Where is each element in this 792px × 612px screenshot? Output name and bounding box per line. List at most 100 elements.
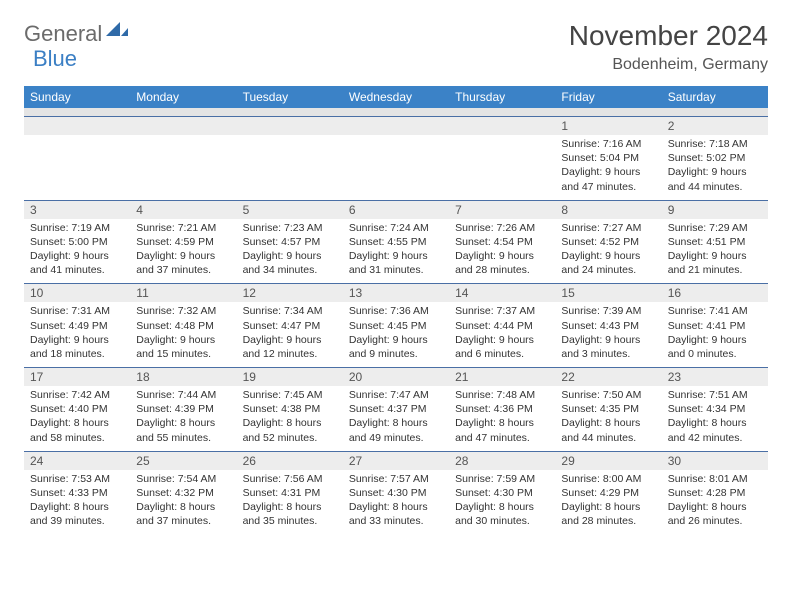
day-info: Sunrise: 7:31 AMSunset: 4:49 PMDaylight:… bbox=[24, 302, 130, 367]
day-number: 9 bbox=[662, 201, 768, 219]
day-cell: . bbox=[343, 117, 449, 201]
day-info: Sunrise: 7:32 AMSunset: 4:48 PMDaylight:… bbox=[130, 302, 236, 367]
day-number: 7 bbox=[449, 201, 555, 219]
day-number: 18 bbox=[130, 368, 236, 386]
week-row: 17Sunrise: 7:42 AMSunset: 4:40 PMDayligh… bbox=[24, 368, 768, 452]
day-cell: 15Sunrise: 7:39 AMSunset: 4:43 PMDayligh… bbox=[555, 284, 661, 368]
day-number: 11 bbox=[130, 284, 236, 302]
day-label: Saturday bbox=[662, 86, 768, 108]
day-number: 16 bbox=[662, 284, 768, 302]
day-number: 22 bbox=[555, 368, 661, 386]
day-cell: 18Sunrise: 7:44 AMSunset: 4:39 PMDayligh… bbox=[130, 368, 236, 452]
day-info: Sunrise: 7:36 AMSunset: 4:45 PMDaylight:… bbox=[343, 302, 449, 367]
day-cell: 22Sunrise: 7:50 AMSunset: 4:35 PMDayligh… bbox=[555, 368, 661, 452]
day-cell: 8Sunrise: 7:27 AMSunset: 4:52 PMDaylight… bbox=[555, 200, 661, 284]
day-number: 8 bbox=[555, 201, 661, 219]
day-cell: 5Sunrise: 7:23 AMSunset: 4:57 PMDaylight… bbox=[237, 200, 343, 284]
logo-sail-icon bbox=[106, 20, 128, 41]
day-number: 5 bbox=[237, 201, 343, 219]
day-info: Sunrise: 7:45 AMSunset: 4:38 PMDaylight:… bbox=[237, 386, 343, 451]
day-info: Sunrise: 7:44 AMSunset: 4:39 PMDaylight:… bbox=[130, 386, 236, 451]
day-info: Sunrise: 7:47 AMSunset: 4:37 PMDaylight:… bbox=[343, 386, 449, 451]
day-cell: 27Sunrise: 7:57 AMSunset: 4:30 PMDayligh… bbox=[343, 451, 449, 534]
day-info: Sunrise: 7:51 AMSunset: 4:34 PMDaylight:… bbox=[662, 386, 768, 451]
week-row: 10Sunrise: 7:31 AMSunset: 4:49 PMDayligh… bbox=[24, 284, 768, 368]
day-info: Sunrise: 7:41 AMSunset: 4:41 PMDaylight:… bbox=[662, 302, 768, 367]
day-number: 1 bbox=[555, 117, 661, 135]
day-cell: 9Sunrise: 7:29 AMSunset: 4:51 PMDaylight… bbox=[662, 200, 768, 284]
day-label: Friday bbox=[555, 86, 661, 108]
day-info: Sunrise: 7:26 AMSunset: 4:54 PMDaylight:… bbox=[449, 219, 555, 284]
day-cell: . bbox=[130, 117, 236, 201]
day-number: 27 bbox=[343, 452, 449, 470]
day-cell: 24Sunrise: 7:53 AMSunset: 4:33 PMDayligh… bbox=[24, 451, 130, 534]
day-number: 23 bbox=[662, 368, 768, 386]
day-info: Sunrise: 7:24 AMSunset: 4:55 PMDaylight:… bbox=[343, 219, 449, 284]
day-cell: 6Sunrise: 7:24 AMSunset: 4:55 PMDaylight… bbox=[343, 200, 449, 284]
day-label: Tuesday bbox=[237, 86, 343, 108]
day-cell: 12Sunrise: 7:34 AMSunset: 4:47 PMDayligh… bbox=[237, 284, 343, 368]
day-cell: 23Sunrise: 7:51 AMSunset: 4:34 PMDayligh… bbox=[662, 368, 768, 452]
day-number: 10 bbox=[24, 284, 130, 302]
spacer-row bbox=[24, 108, 768, 117]
day-label: Wednesday bbox=[343, 86, 449, 108]
day-cell: 4Sunrise: 7:21 AMSunset: 4:59 PMDaylight… bbox=[130, 200, 236, 284]
week-row: 24Sunrise: 7:53 AMSunset: 4:33 PMDayligh… bbox=[24, 451, 768, 534]
page-title: November 2024 bbox=[569, 20, 768, 52]
day-info: Sunrise: 7:48 AMSunset: 4:36 PMDaylight:… bbox=[449, 386, 555, 451]
day-cell: . bbox=[449, 117, 555, 201]
day-cell: 11Sunrise: 7:32 AMSunset: 4:48 PMDayligh… bbox=[130, 284, 236, 368]
day-label: Sunday bbox=[24, 86, 130, 108]
day-cell: 2Sunrise: 7:18 AMSunset: 5:02 PMDaylight… bbox=[662, 117, 768, 201]
day-cell: . bbox=[24, 117, 130, 201]
logo-blue-wrap: Blue bbox=[34, 46, 77, 72]
location: Bodenheim, Germany bbox=[569, 56, 768, 74]
day-cell: 16Sunrise: 7:41 AMSunset: 4:41 PMDayligh… bbox=[662, 284, 768, 368]
day-number: 19 bbox=[237, 368, 343, 386]
day-info: Sunrise: 7:18 AMSunset: 5:02 PMDaylight:… bbox=[662, 135, 768, 200]
day-cell: 19Sunrise: 7:45 AMSunset: 4:38 PMDayligh… bbox=[237, 368, 343, 452]
day-number: 3 bbox=[24, 201, 130, 219]
day-info: Sunrise: 7:53 AMSunset: 4:33 PMDaylight:… bbox=[24, 470, 130, 535]
day-info: Sunrise: 7:37 AMSunset: 4:44 PMDaylight:… bbox=[449, 302, 555, 367]
day-cell: 29Sunrise: 8:00 AMSunset: 4:29 PMDayligh… bbox=[555, 451, 661, 534]
day-info: Sunrise: 7:34 AMSunset: 4:47 PMDaylight:… bbox=[237, 302, 343, 367]
day-cell: 25Sunrise: 7:54 AMSunset: 4:32 PMDayligh… bbox=[130, 451, 236, 534]
day-cell: 26Sunrise: 7:56 AMSunset: 4:31 PMDayligh… bbox=[237, 451, 343, 534]
day-number: 26 bbox=[237, 452, 343, 470]
week-row: 3Sunrise: 7:19 AMSunset: 5:00 PMDaylight… bbox=[24, 200, 768, 284]
day-info: Sunrise: 7:21 AMSunset: 4:59 PMDaylight:… bbox=[130, 219, 236, 284]
day-info: Sunrise: 7:19 AMSunset: 5:00 PMDaylight:… bbox=[24, 219, 130, 284]
day-info: Sunrise: 7:57 AMSunset: 4:30 PMDaylight:… bbox=[343, 470, 449, 535]
day-info: Sunrise: 7:16 AMSunset: 5:04 PMDaylight:… bbox=[555, 135, 661, 200]
day-cell: . bbox=[237, 117, 343, 201]
day-info: Sunrise: 7:50 AMSunset: 4:35 PMDaylight:… bbox=[555, 386, 661, 451]
day-number: 2 bbox=[662, 117, 768, 135]
day-number: 13 bbox=[343, 284, 449, 302]
day-info: Sunrise: 7:27 AMSunset: 4:52 PMDaylight:… bbox=[555, 219, 661, 284]
day-label: Thursday bbox=[449, 86, 555, 108]
day-number: 6 bbox=[343, 201, 449, 219]
day-cell: 20Sunrise: 7:47 AMSunset: 4:37 PMDayligh… bbox=[343, 368, 449, 452]
day-number: 17 bbox=[24, 368, 130, 386]
day-cell: 30Sunrise: 8:01 AMSunset: 4:28 PMDayligh… bbox=[662, 451, 768, 534]
day-cell: 28Sunrise: 7:59 AMSunset: 4:30 PMDayligh… bbox=[449, 451, 555, 534]
day-of-week-row: SundayMondayTuesdayWednesdayThursdayFrid… bbox=[24, 86, 768, 108]
day-cell: 17Sunrise: 7:42 AMSunset: 4:40 PMDayligh… bbox=[24, 368, 130, 452]
day-info: Sunrise: 7:39 AMSunset: 4:43 PMDaylight:… bbox=[555, 302, 661, 367]
day-number: 21 bbox=[449, 368, 555, 386]
day-number: 15 bbox=[555, 284, 661, 302]
day-cell: 14Sunrise: 7:37 AMSunset: 4:44 PMDayligh… bbox=[449, 284, 555, 368]
day-info: Sunrise: 7:23 AMSunset: 4:57 PMDaylight:… bbox=[237, 219, 343, 284]
day-info: Sunrise: 7:59 AMSunset: 4:30 PMDaylight:… bbox=[449, 470, 555, 535]
day-cell: 1Sunrise: 7:16 AMSunset: 5:04 PMDaylight… bbox=[555, 117, 661, 201]
day-cell: 13Sunrise: 7:36 AMSunset: 4:45 PMDayligh… bbox=[343, 284, 449, 368]
day-info: Sunrise: 7:56 AMSunset: 4:31 PMDaylight:… bbox=[237, 470, 343, 535]
logo-text-general: General bbox=[24, 21, 102, 47]
day-number: 28 bbox=[449, 452, 555, 470]
day-cell: 3Sunrise: 7:19 AMSunset: 5:00 PMDaylight… bbox=[24, 200, 130, 284]
day-info: Sunrise: 7:29 AMSunset: 4:51 PMDaylight:… bbox=[662, 219, 768, 284]
logo: General bbox=[24, 20, 130, 47]
day-cell: 10Sunrise: 7:31 AMSunset: 4:49 PMDayligh… bbox=[24, 284, 130, 368]
day-number: 4 bbox=[130, 201, 236, 219]
